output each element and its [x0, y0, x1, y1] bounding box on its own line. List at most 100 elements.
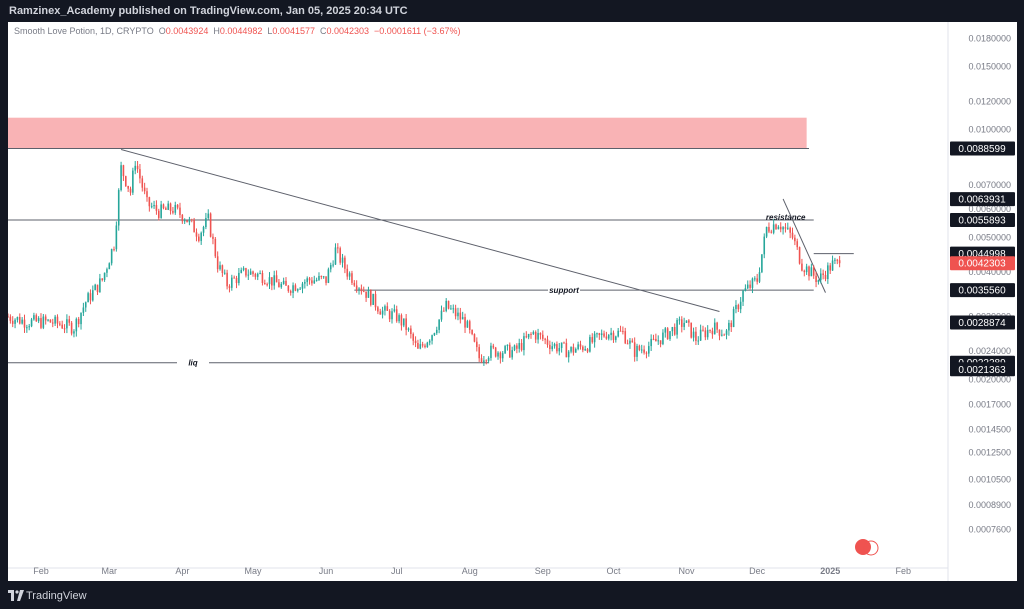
y-tick-label: 0.0050000	[968, 232, 1011, 242]
candle-body	[447, 300, 450, 309]
candle-body	[419, 344, 422, 349]
candle-body	[808, 266, 810, 277]
candle-body	[572, 346, 575, 353]
candle-body	[355, 285, 358, 290]
price-label-tag	[950, 362, 1015, 377]
candle-body	[664, 328, 667, 333]
candle-body	[329, 265, 332, 270]
candle-body	[713, 322, 716, 335]
high-value: 0.0044982	[219, 26, 263, 36]
candle-body	[706, 329, 709, 338]
candle-body	[410, 328, 412, 335]
candle-body	[702, 329, 704, 331]
candle-body	[600, 333, 603, 335]
candle-body	[129, 188, 132, 193]
trend-line[interactable]	[120, 149, 720, 312]
candle-body	[501, 353, 504, 359]
candle-body	[485, 360, 488, 362]
candle-body	[544, 338, 546, 340]
candle-body	[768, 226, 770, 232]
y-tick-label: 0.0024000	[968, 346, 1011, 356]
candle-body	[834, 259, 836, 261]
chart-area[interactable]: resistance support liq 0.0180000 0.0150000 0…	[8, 22, 1017, 581]
y-tick-label: 0.0060000	[968, 204, 1011, 214]
candle-body	[14, 319, 16, 324]
candle-body	[428, 340, 431, 343]
candle-body	[37, 318, 40, 322]
candle-body	[160, 204, 162, 218]
candlestick-chart[interactable]: resistance support liq 0.0180000 0.0150000 0…	[8, 22, 1017, 581]
y-tick-label: 0.0020000	[968, 375, 1011, 385]
candle-body	[584, 349, 586, 351]
candle-body	[195, 232, 198, 237]
candle-body	[117, 190, 120, 226]
candle-body	[596, 333, 598, 335]
candle-body	[466, 321, 469, 328]
y-tick-label: 0.0012500	[968, 447, 1011, 457]
open-label: O	[158, 26, 166, 36]
price-label-text: 0.0063931	[958, 195, 1006, 206]
level-label-liq: liq	[188, 359, 197, 368]
candle-body	[341, 257, 344, 263]
candle-body	[633, 342, 636, 357]
candle-body	[66, 319, 68, 329]
candle-body	[473, 334, 476, 342]
candle-body	[325, 276, 327, 283]
y-tick-label: 0.0070000	[968, 180, 1011, 190]
candle-body	[513, 345, 516, 351]
candle-body	[181, 214, 184, 222]
candle-body	[143, 187, 146, 192]
candle-body	[742, 290, 744, 302]
candle-body	[746, 284, 749, 289]
candle-body	[393, 309, 396, 312]
candle-body	[374, 293, 377, 308]
symbol-legend: Smooth Love Potion, 1D, CRYPTO O0.004392…	[14, 26, 460, 36]
candle-body	[652, 338, 655, 340]
candle-body	[525, 336, 528, 338]
candle-body	[478, 347, 480, 359]
candle-body	[80, 312, 82, 325]
candle-body	[231, 277, 233, 288]
candle-body	[40, 318, 42, 328]
candle-body	[103, 272, 106, 280]
y-tick-label: 0.0100000	[968, 125, 1011, 135]
candle-body	[132, 170, 134, 193]
candle-body	[518, 342, 521, 349]
candle-body	[42, 316, 45, 328]
candle-body	[794, 237, 796, 242]
candle-body	[730, 322, 733, 328]
candle-body	[47, 319, 49, 321]
x-tick-label: May	[245, 566, 263, 576]
candle-body	[8, 316, 9, 318]
candle-body	[680, 319, 683, 327]
trend-line[interactable]	[782, 198, 826, 293]
candle-body	[278, 282, 280, 288]
candle-body	[749, 284, 751, 288]
candle-body	[205, 217, 207, 228]
candle-body	[372, 293, 374, 305]
candle-body	[106, 269, 108, 273]
candle-body	[440, 310, 443, 320]
candle-body	[756, 278, 758, 282]
candle-body	[268, 277, 271, 285]
supply-zone[interactable]	[8, 117, 807, 149]
candle-body	[412, 334, 415, 341]
event-marker-icon	[863, 540, 879, 556]
candle-body	[200, 232, 202, 241]
candle-body	[589, 337, 591, 352]
brand-name: TradingView	[26, 590, 87, 602]
candle-body	[172, 210, 174, 213]
candle-body	[301, 283, 304, 289]
candle-body	[662, 332, 664, 345]
candle-body	[113, 249, 115, 251]
last-price-tag	[950, 256, 1015, 271]
y-tick-label: 0.0014500	[968, 424, 1011, 434]
y-tick-label: 0.0017000	[968, 400, 1011, 410]
candle-body	[459, 312, 462, 320]
candle-body	[671, 327, 674, 332]
candle-body	[490, 345, 492, 358]
candle-body	[450, 308, 452, 310]
candle-body	[784, 227, 787, 229]
candle-body	[212, 236, 214, 239]
candle-body	[685, 320, 688, 323]
